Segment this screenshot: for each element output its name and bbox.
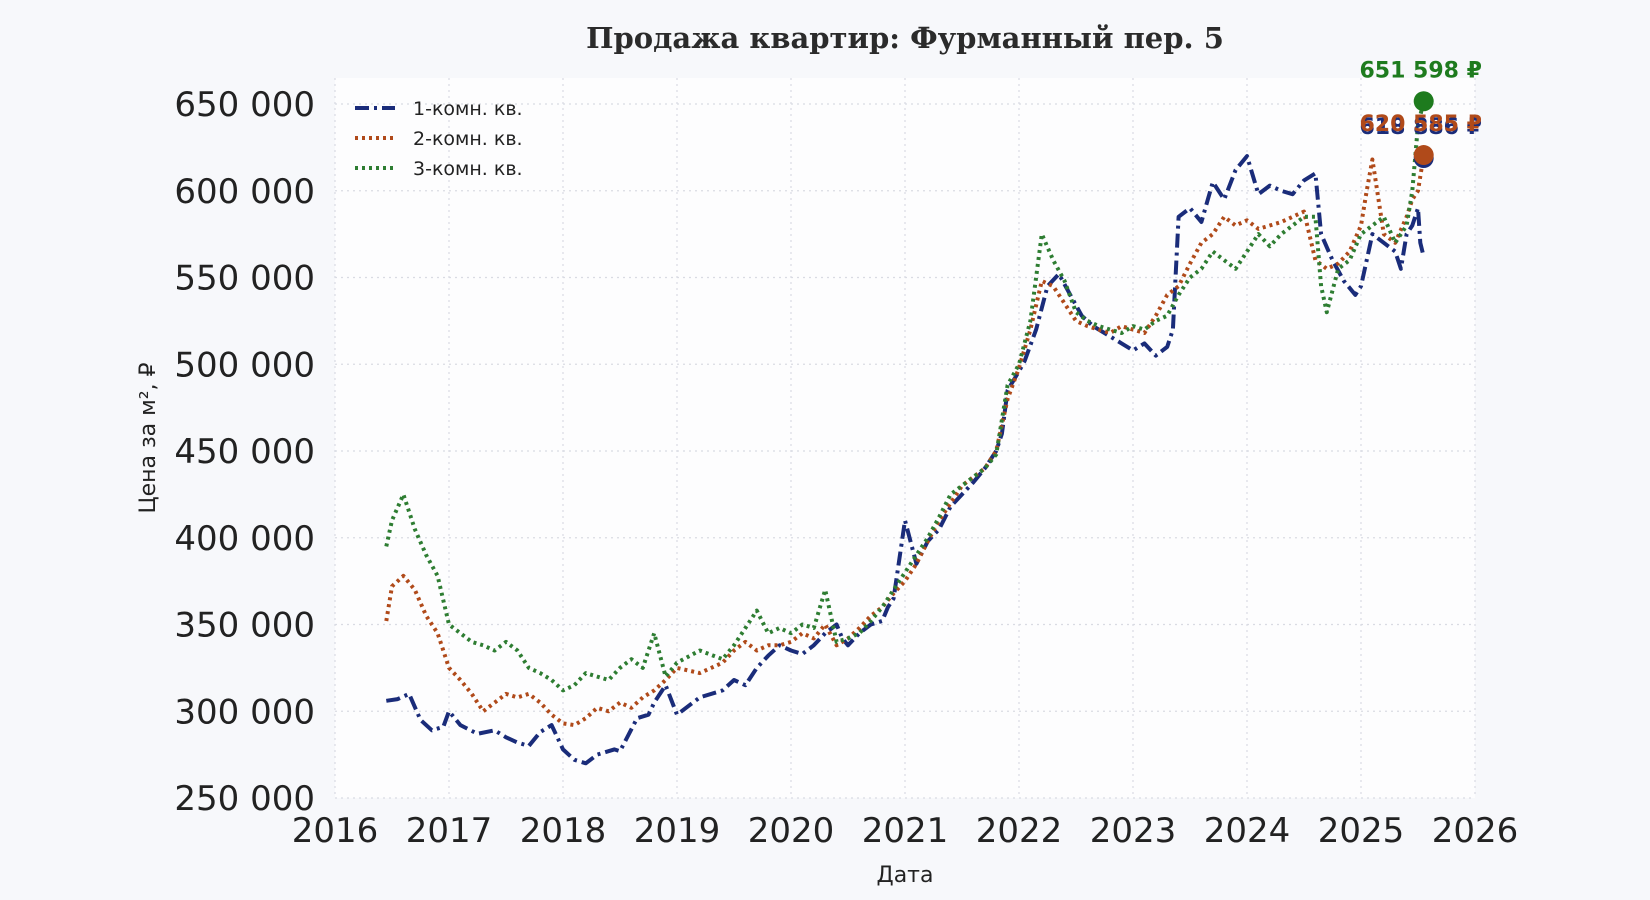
legend-label-3: 3-комн. кв. (413, 158, 523, 180)
x-tick-label: 2018 (520, 811, 607, 851)
y-tick-label: 650 000 (174, 85, 315, 125)
y-tick-label: 600 000 (174, 172, 315, 212)
grid (334, 78, 1476, 799)
chart-title: Продажа квартир: Фурманный пер. 5 (586, 21, 1224, 55)
legend-label-2: 2-комн. кв. (413, 128, 523, 150)
x-axis-label: Дата (877, 863, 934, 888)
y-tick-label: 250 000 (174, 779, 315, 819)
x-tick-label: 2022 (976, 811, 1063, 851)
end-point-markers: 651 598 ₽ 618 886 ₽620 585 ₽ (1359, 58, 1482, 169)
x-tick-label: 2026 (1432, 811, 1519, 851)
x-tick-label: 2023 (1090, 811, 1177, 851)
y-tick-label: 550 000 (174, 259, 315, 299)
end-point-marker-3 (1413, 145, 1434, 166)
legend-label-1: 1-комн. кв. (413, 98, 523, 120)
y-tick-label: 350 000 (174, 606, 315, 646)
end-point-label-1: 651 598 ₽ (1359, 58, 1481, 83)
x-tick-label: 2021 (862, 811, 949, 851)
x-axis-ticks: 2016 2017 2018 2019 2020 2021 2022 2023 2024 2025… (292, 811, 1519, 851)
y-tick-label: 300 000 (174, 692, 315, 732)
x-tick-label: 2016 (292, 811, 379, 851)
x-tick-label: 2019 (634, 811, 721, 851)
x-tick-label: 2024 (1204, 811, 1291, 851)
x-tick-label: 2017 (406, 811, 493, 851)
x-tick-label: 2025 (1318, 811, 1405, 851)
end-point-label-3: 620 585 ₽ (1359, 112, 1481, 137)
legend: 1-комн. кв. 2-комн. кв. 3-комн. кв. (355, 98, 523, 180)
y-axis-label: Цена за м², ₽ (136, 362, 161, 513)
y-tick-label: 450 000 (174, 432, 315, 472)
y-axis-ticks: 250 000 300 000 350 000 400 000 450 000 500 0… (174, 85, 315, 819)
end-point-marker-1 (1413, 91, 1434, 112)
series-layer (384, 100, 1426, 766)
y-tick-label: 500 000 (174, 345, 315, 385)
end-point-label-2: 618 886 ₽ (1359, 115, 1481, 140)
x-tick-label: 2020 (748, 811, 835, 851)
y-tick-label: 400 000 (174, 519, 315, 559)
